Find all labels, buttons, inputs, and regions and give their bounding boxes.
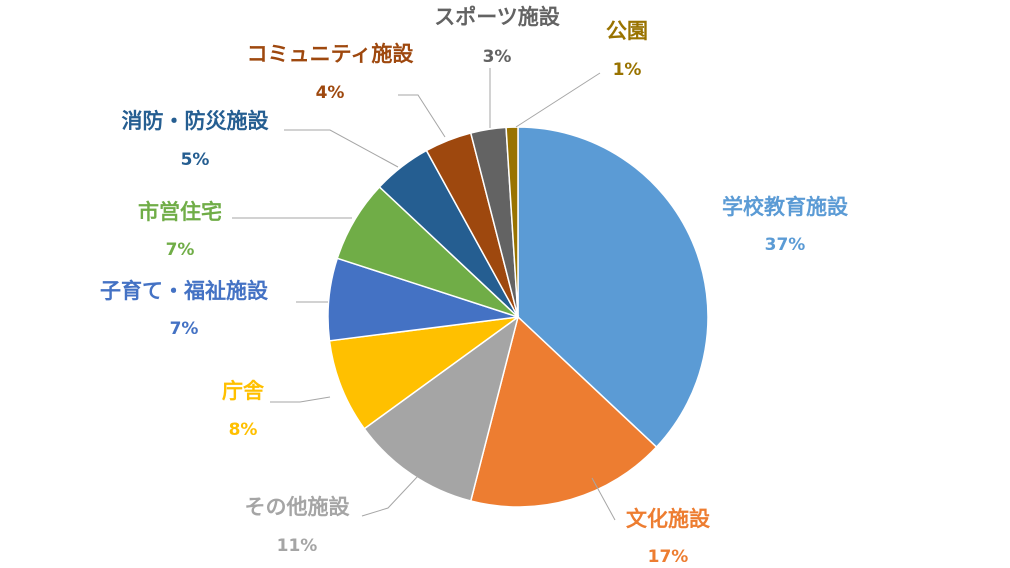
slice-8-percent-label: 4%: [316, 83, 345, 103]
slice-7-leader-line: [284, 129, 399, 168]
slice-3-wedge: [363, 315, 520, 502]
slice-10-wedge: [505, 126, 519, 318]
slice-3-leader-line: [361, 475, 419, 517]
pie-slices: [327, 126, 709, 508]
leader-lines: [232, 68, 616, 521]
slice-labels: 学校教育施設 37% 文化施設 17% その他施設 11% 庁舎 8% 子育て・福祉施設 7% 市営…: [100, 5, 849, 567]
slice-1-wedge: [517, 126, 709, 449]
slice-3-category-label: その他施設: [245, 495, 351, 519]
slice-9-percent-label: 3%: [483, 47, 512, 67]
slice-1-category-label: 学校教育施設: [722, 195, 849, 219]
slice-4-leader-line: [270, 396, 331, 403]
slice-7-category-label: 消防・防災施設: [122, 109, 270, 133]
slice-10-leader-line: [515, 72, 601, 128]
slice-9-category-label: スポーツ施設: [434, 5, 561, 29]
slice-5-percent-label: 7%: [170, 319, 199, 339]
slice-3-percent-label: 11%: [277, 536, 318, 556]
slice-4-wedge: [328, 316, 519, 430]
slice-2-category-label: 文化施設: [626, 507, 711, 531]
slice-2-percent-label: 17%: [648, 547, 689, 567]
slice-2-wedge: [469, 315, 658, 508]
slice-1-percent-label: 37%: [765, 235, 806, 255]
slice-5-category-label: 子育て・福祉施設: [100, 279, 269, 303]
slice-10-category-label: 公園: [606, 19, 648, 43]
slice-6-category-label: 市営住宅: [138, 200, 222, 224]
slice-10-percent-label: 1%: [613, 60, 642, 80]
slice-2-leader-line: [591, 477, 616, 521]
slice-7-percent-label: 5%: [181, 150, 210, 170]
slice-6-percent-label: 7%: [166, 240, 195, 260]
slice-4-category-label: 庁舎: [222, 379, 265, 403]
slice-8-category-label: コミュニティ施設: [247, 42, 415, 66]
slice-4-percent-label: 8%: [229, 420, 258, 440]
slice-8-leader-line: [398, 94, 446, 138]
